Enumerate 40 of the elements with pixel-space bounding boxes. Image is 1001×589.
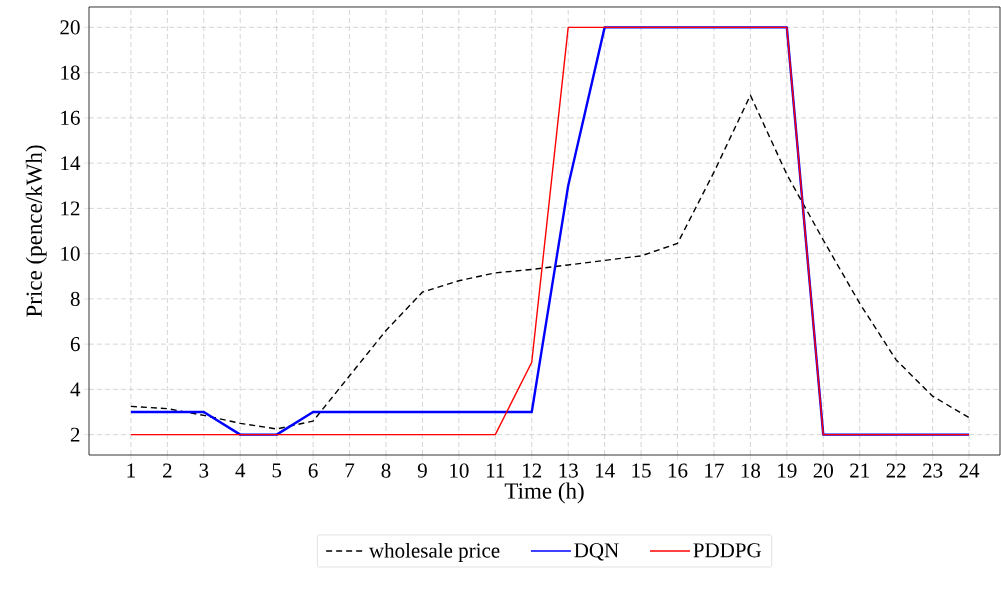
x-tick-label: 6	[308, 463, 318, 478]
x-tick-label: 3	[199, 463, 209, 478]
x-tick-label: 12	[523, 463, 542, 478]
x-tick-label: 17	[705, 463, 724, 478]
y-tick-label: 20	[60, 20, 80, 35]
legend-label: DQN	[574, 543, 619, 561]
x-tick-label: 1	[127, 463, 135, 478]
x-tick-label: 2	[163, 463, 172, 478]
x-tick-label: 14	[595, 463, 615, 478]
legend-label: wholesale price	[368, 542, 500, 562]
x-tick-label: 20	[813, 463, 833, 478]
y-tick-label: 4	[70, 382, 81, 397]
x-tick-label: 24	[959, 463, 980, 478]
y-tick-label: 14	[61, 156, 81, 171]
y-tick-label: 18	[61, 65, 80, 80]
x-tick-label: 11	[487, 463, 505, 478]
y-tick-label: 2	[70, 427, 80, 442]
y-tick-label: 16	[61, 110, 80, 125]
x-tick-label: 18	[741, 463, 761, 478]
y-tick-label: 10	[61, 246, 80, 261]
x-tick-label: 15	[632, 463, 651, 478]
x-tick-label: 10	[450, 463, 469, 478]
x-tick-label: 23	[923, 463, 943, 478]
y-tick-label: 8	[70, 291, 80, 306]
x-tick-label: 5	[272, 463, 282, 478]
line-series	[130, 94, 970, 430]
x-tick-label: 4	[235, 463, 246, 478]
x-tick-label: 7	[345, 463, 355, 478]
x-tick-label: 19	[778, 463, 797, 478]
y-tick-label: 12	[61, 201, 80, 216]
x-tick-label: 22	[886, 463, 906, 478]
x-tick-label: 9	[417, 463, 427, 478]
x-tick-label: 13	[559, 463, 578, 478]
x-axis-title: Time (h)	[504, 482, 584, 504]
x-tick-label: 16	[668, 463, 688, 478]
x-tick-label: 8	[381, 463, 391, 478]
x-tick-label: 21	[850, 463, 869, 478]
y-axis-title: Price (pence/kWh)	[25, 145, 47, 317]
y-tick-label: 6	[70, 337, 80, 352]
legend-label: PDDPG	[693, 543, 761, 558]
